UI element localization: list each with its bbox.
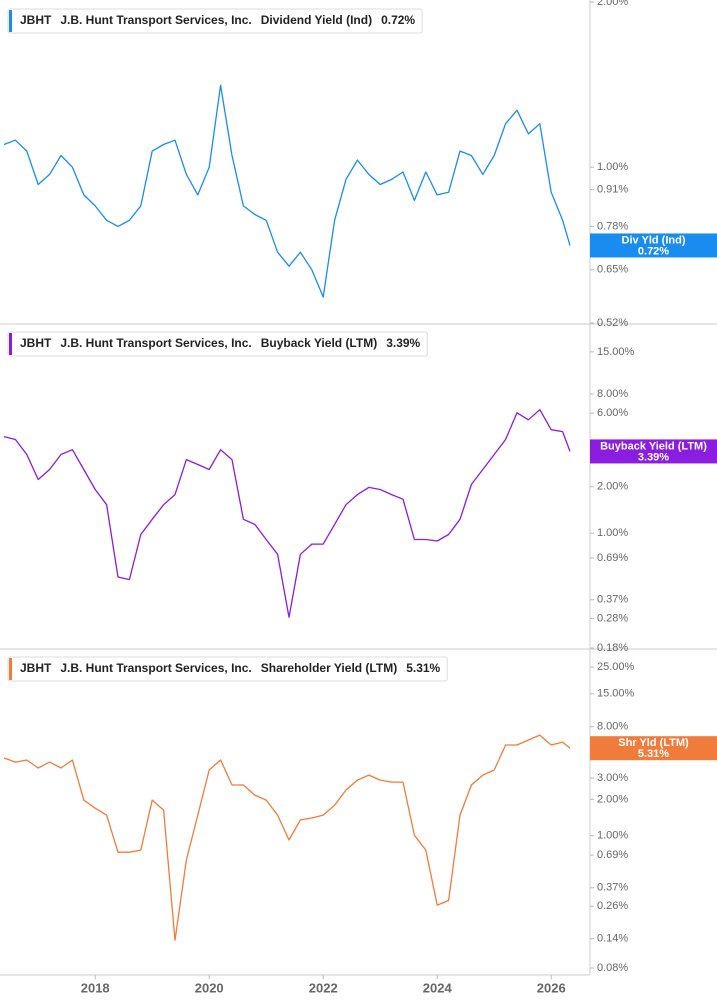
legend-box (7, 656, 448, 682)
legend-company: J.B. Hunt Transport Services, Inc. (60, 13, 251, 27)
legend-company: J.B. Hunt Transport Services, Inc. (60, 336, 251, 350)
y-tick-label: 2.00% (597, 0, 628, 8)
tag-value: 3.39% (638, 451, 669, 463)
y-tick-label: 0.91% (597, 184, 628, 196)
data-line (3, 84, 571, 298)
x-tick-label: 2022 (309, 980, 338, 995)
legend-series: Dividend Yield (Ind) (261, 13, 372, 27)
y-tick-label: 8.00% (597, 388, 628, 400)
y-tick-label: 0.65% (597, 264, 628, 276)
legend-series: Buyback Yield (LTM) (261, 336, 377, 350)
tag-name: Shr Yld (LTM) (618, 737, 689, 749)
legend-swatch (9, 10, 12, 32)
legend-ticker: JBHT (20, 13, 52, 27)
y-tick-label: 2.00% (597, 793, 628, 805)
tag-box (590, 233, 717, 258)
legend: JBHT J.B. Hunt Transport Services, Inc. Di… (7, 8, 423, 34)
legend-series: Shareholder Yield (LTM) (261, 661, 397, 675)
x-tick-label: 2018 (81, 980, 110, 995)
y-tick-label: 3.00% (597, 772, 628, 784)
legend-value: 0.72% (381, 13, 415, 27)
legend-swatch (9, 333, 12, 355)
y-tick-label: 0.69% (597, 849, 628, 861)
y-tick-label: 0.52% (597, 317, 628, 329)
y-tick-label: 1.00% (597, 527, 628, 539)
last-value-tag: Shr Yld (LTM)5.31% (590, 736, 717, 761)
y-tick-label: 0.18% (597, 642, 628, 654)
y-tick-label: 15.00% (597, 346, 635, 358)
y-tick-label: 0.37% (597, 594, 628, 606)
y-tick-label: 1.00% (597, 161, 628, 173)
tag-box (590, 736, 717, 761)
y-tick-label: 8.00% (597, 721, 628, 733)
legend-value: 3.39% (386, 336, 420, 350)
legend-box (7, 8, 423, 34)
legend-ticker: JBHT (20, 336, 52, 350)
y-tick-label: 0.37% (597, 882, 628, 894)
y-tick-label: 0.14% (597, 933, 628, 945)
last-value-tag: Div Yld (Ind)0.72% (590, 233, 717, 258)
last-value-tag: Buyback Yield (LTM)3.39% (590, 439, 717, 464)
legend-company: J.B. Hunt Transport Services, Inc. (60, 661, 251, 675)
data-line (3, 734, 571, 941)
y-tick-label: 6.00% (597, 407, 628, 419)
y-tick-label: 0.26% (597, 900, 628, 912)
y-tick-label: 25.00% (597, 661, 635, 673)
x-tick-label: 2026 (537, 980, 566, 995)
data-line (3, 409, 571, 618)
tag-value: 0.72% (638, 245, 669, 257)
legend: JBHT J.B. Hunt Transport Services, Inc. Bu… (7, 331, 428, 357)
y-tick-label: 0.69% (597, 552, 628, 564)
y-tick-label: 1.00% (597, 830, 628, 842)
legend-value: 5.31% (406, 661, 440, 675)
x-tick-label: 2024 (423, 980, 453, 995)
y-tick-label: 2.00% (597, 481, 628, 493)
legend-ticker: JBHT (20, 661, 52, 675)
y-tick-label: 15.00% (597, 688, 635, 700)
tag-box (590, 439, 717, 464)
x-tick-label: 2020 (195, 980, 224, 995)
tag-value: 5.31% (638, 748, 669, 760)
legend-box (7, 331, 428, 357)
y-tick-label: 0.78% (597, 220, 628, 232)
tag-name: Buyback Yield (LTM) (600, 440, 707, 452)
legend: JBHT J.B. Hunt Transport Services, Inc. Sh… (7, 656, 448, 682)
y-tick-label: 0.28% (597, 612, 628, 624)
legend-swatch (9, 658, 12, 680)
y-tick-label: 0.08% (597, 962, 628, 974)
tag-name: Div Yld (Ind) (622, 234, 686, 246)
